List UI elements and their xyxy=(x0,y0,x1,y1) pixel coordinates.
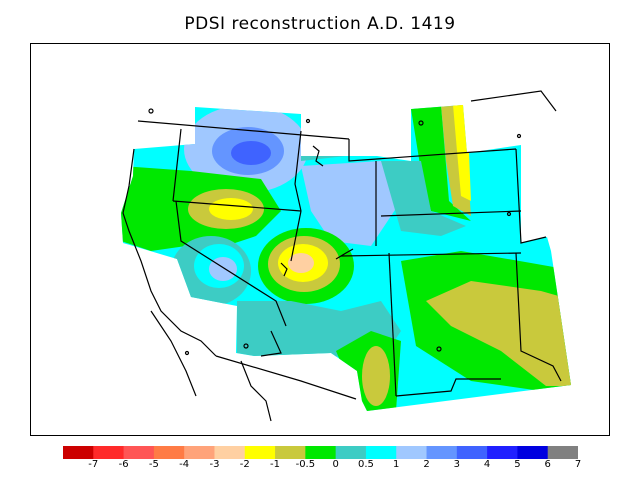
colorbar-swatch xyxy=(244,446,276,459)
colorbar-swatch xyxy=(487,446,518,459)
blue-zone-southwest xyxy=(209,257,237,281)
colorbar-tick-label: 6 xyxy=(544,459,551,470)
utah-border xyxy=(290,210,302,262)
pdsi-field xyxy=(121,105,571,411)
colorbar-tick-label: -3 xyxy=(209,459,220,470)
colorbar-swatch xyxy=(305,446,337,459)
canada-border-west xyxy=(137,120,350,140)
colorbar-tick-label: 4 xyxy=(483,459,491,470)
colorbar-ticks: -7 -6 -5 -4 -3 -2 -1 -0.5 0 0.5 1 2 3 4 5 6 7 xyxy=(0,459,640,475)
colorbar-tick-label: 2 xyxy=(423,459,430,470)
colorbar-swatch xyxy=(275,446,306,459)
colorbar-tick-label: 0 xyxy=(332,459,339,470)
lake-feature-1 xyxy=(312,145,324,167)
colorbar-swatch xyxy=(365,446,397,459)
island-8 xyxy=(516,133,522,139)
mexico-border xyxy=(215,355,357,400)
dakota-nebraska-border xyxy=(380,210,522,217)
arizona-newmexico-border xyxy=(388,252,397,397)
colorado-border xyxy=(340,252,522,257)
colorbar-tick-label: -2 xyxy=(239,459,250,470)
nevada-california-border xyxy=(175,200,287,327)
colorbar-swatch xyxy=(396,446,428,459)
peach-zone-central xyxy=(288,253,314,273)
nevada-border xyxy=(172,200,302,212)
dakota-border xyxy=(515,148,547,244)
pacific-coast xyxy=(122,148,217,357)
colorbar-swatch xyxy=(547,446,578,459)
colorbar-swatch xyxy=(123,446,155,459)
green-zone-northcentral xyxy=(301,114,346,161)
map-frame xyxy=(30,43,610,436)
colorbar-tick-label: -5 xyxy=(148,459,159,470)
island-1 xyxy=(148,108,154,114)
colorbar-tick-label: 7 xyxy=(574,459,582,470)
colorbar-swatch xyxy=(93,446,125,459)
minor-features xyxy=(148,108,522,356)
island-7 xyxy=(243,343,249,349)
newmexico-texas-border xyxy=(395,378,501,397)
political-borders xyxy=(122,90,562,422)
island-4 xyxy=(436,346,442,352)
teal-zone-northeast xyxy=(381,161,466,236)
gulf-california-coast xyxy=(240,360,272,422)
canada-border-east xyxy=(348,139,517,162)
colorbar-tick-label: 0.5 xyxy=(357,459,374,470)
colorbar xyxy=(63,446,578,459)
colorbar-swatch xyxy=(426,446,458,459)
colorbar-swatch xyxy=(214,446,246,459)
colorbar-swatch xyxy=(63,446,94,459)
idaho-montana-border xyxy=(294,130,302,212)
colorbar-tick-label: -6 xyxy=(118,459,129,470)
pdsi-map xyxy=(121,90,571,422)
colorbar-tick-label: -4 xyxy=(179,459,190,470)
colorbar-swatch xyxy=(153,446,185,459)
olive-zone-southeast xyxy=(362,346,390,406)
baja-coast xyxy=(150,310,197,397)
island-2 xyxy=(305,118,311,124)
colorbar-tick-label: -1 xyxy=(270,459,281,470)
colorbar-swatch xyxy=(456,446,488,459)
colorbar-tick-label: 5 xyxy=(514,459,521,470)
colorbar-tick-label: -7 xyxy=(88,459,99,470)
yellow-zone-west xyxy=(209,198,253,220)
texas-border xyxy=(515,252,562,382)
island-3 xyxy=(418,120,424,126)
colorbar-tick-label: 3 xyxy=(453,459,460,470)
colorbar-swatch xyxy=(517,446,549,459)
colorbar-swatch xyxy=(335,446,367,459)
lake-feature-2 xyxy=(280,262,288,277)
wet-core-northwest-inner xyxy=(231,141,271,165)
great-salt-lake xyxy=(335,248,354,260)
colorbar-tick-label: 1 xyxy=(393,459,400,470)
map-title: PDSI reconstruction A.D. 1419 xyxy=(184,14,456,34)
washington-border xyxy=(172,128,182,202)
colorbar-swatch xyxy=(184,446,215,459)
island-6 xyxy=(184,350,190,356)
island-5 xyxy=(506,211,512,217)
colorbar-tick-label: -0.5 xyxy=(295,459,316,470)
canada-border-far-east xyxy=(470,90,557,112)
arizona-california-border xyxy=(260,330,282,357)
green-zone-northeast xyxy=(411,105,471,221)
